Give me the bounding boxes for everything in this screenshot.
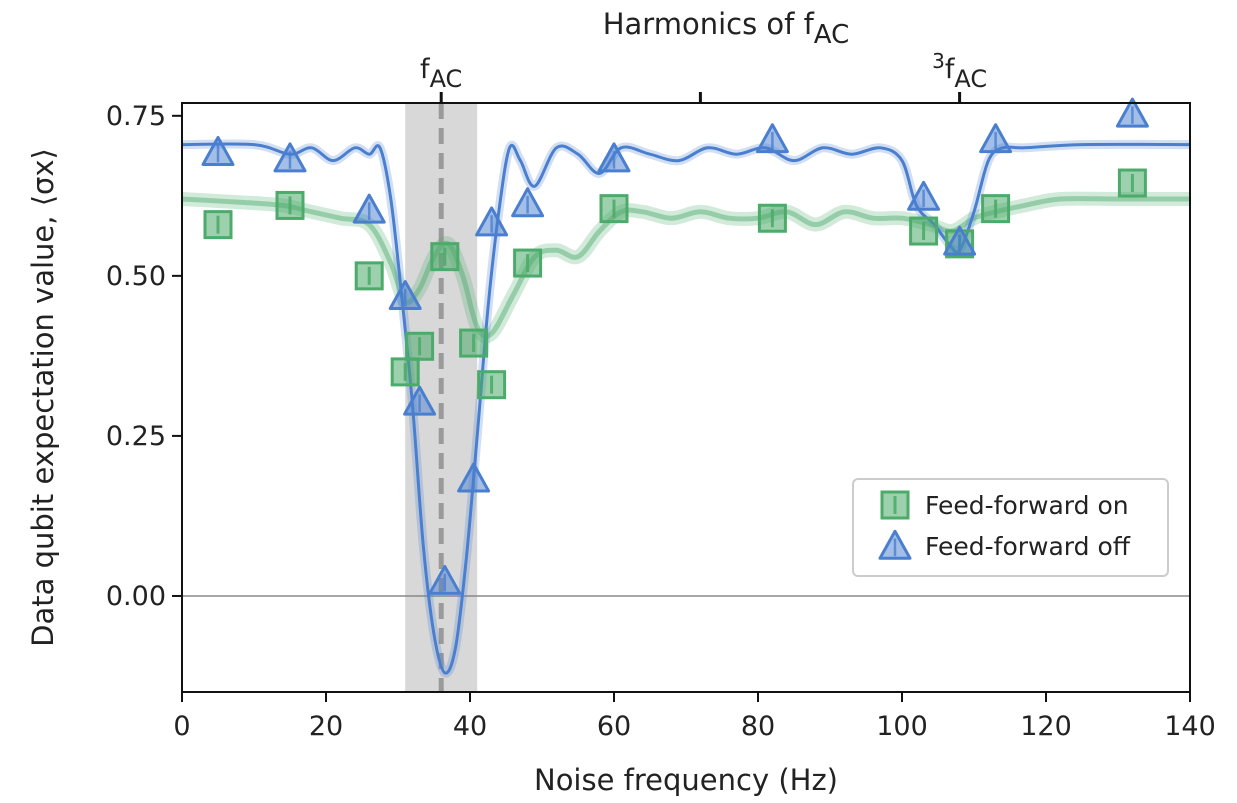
feed-forward-on-point: [430, 242, 460, 272]
feed-forward-on-point: [477, 370, 507, 400]
feed-forward-on-point: [909, 216, 939, 246]
top-axis-title: Harmonics of fAC: [603, 7, 850, 50]
feed-forward-off-point: [388, 280, 422, 311]
feed-forward-off-point: [457, 462, 491, 493]
x-tick-label: 140: [1164, 711, 1216, 742]
legend-items: Feed-forward on Feed-forward off: [878, 490, 1131, 561]
feed-forward-on-point: [459, 328, 489, 358]
y-tick-label: 0.25: [106, 421, 166, 452]
feed-forward-off-model-curve: [181, 142, 1191, 675]
feed-forward-off-point: [475, 206, 509, 237]
feed-forward-on-point: [203, 210, 233, 240]
feed-forward-on-point: [599, 194, 629, 224]
data-markers-layer: [201, 97, 1149, 595]
feed-forward-off-point: [403, 385, 437, 416]
x-tick-label: 120: [1020, 711, 1072, 742]
legend-label: Feed-forward on: [925, 491, 1129, 520]
model-curves-layer: [181, 139, 1191, 678]
y-axis-title: Data qubit expectation value, ⟨σx⟩: [26, 148, 60, 647]
feed-forward-on-point: [275, 190, 305, 220]
x-tick-label: 0: [173, 711, 190, 742]
feed-forward-off-point: [511, 187, 545, 218]
feed-forward-off-point: [943, 225, 977, 256]
feed-forward-on-point: [513, 248, 543, 278]
legend-marker-feed-forward-on: [880, 490, 910, 520]
x-tick-label: 20: [309, 711, 343, 742]
legend-box: [852, 478, 1169, 577]
feed-forward-off-point: [352, 193, 386, 224]
top-tick-label: fAC: [420, 54, 462, 93]
y-tick-label: 0.00: [106, 581, 166, 612]
legend-label: Feed-forward off: [925, 532, 1131, 561]
feed-forward-off-point: [755, 123, 789, 154]
feed-forward-off-point: [979, 123, 1013, 154]
feed-forward-off-point: [201, 135, 235, 166]
x-tick-label: 40: [453, 711, 487, 742]
x-tick-label: 80: [741, 711, 775, 742]
y-tick-label: 0.50: [106, 261, 166, 292]
feed-forward-off-point: [907, 180, 941, 211]
feed-forward-off-point: [428, 564, 462, 595]
feed-forward-on-point: [354, 261, 384, 291]
feed-forward-on-model-band: [181, 191, 1190, 344]
feed-forward-off-point: [597, 142, 631, 173]
y-tick-label: 0.75: [106, 101, 166, 132]
feed-forward-on-point: [757, 203, 787, 233]
feed-forward-off-point: [273, 142, 307, 173]
feed-forward-on-point: [1117, 168, 1147, 198]
feed-forward-on-point: [405, 331, 435, 361]
top-tick-label: 3fAC: [932, 49, 987, 93]
x-tick-label: 100: [876, 711, 928, 742]
plot-frame: [181, 102, 1191, 693]
feed-forward-off-point: [1115, 97, 1149, 128]
feed-forward-on-point: [981, 194, 1011, 224]
feed-forward-on-point: [390, 357, 420, 387]
feed-forward-on-point-shape: [909, 216, 939, 246]
axes-layer: 0 20 40 60 80 100 120 140 0.00 0.25 0.50 0.75 fAC 3fA…: [106, 49, 1216, 742]
x-axis-title: Noise frequency (Hz): [534, 763, 838, 797]
x-tick-label: 60: [597, 711, 631, 742]
legend-marker-feed-forward-off: [878, 529, 912, 560]
legend: Feed-forward on Feed-forward off: [852, 478, 1169, 577]
